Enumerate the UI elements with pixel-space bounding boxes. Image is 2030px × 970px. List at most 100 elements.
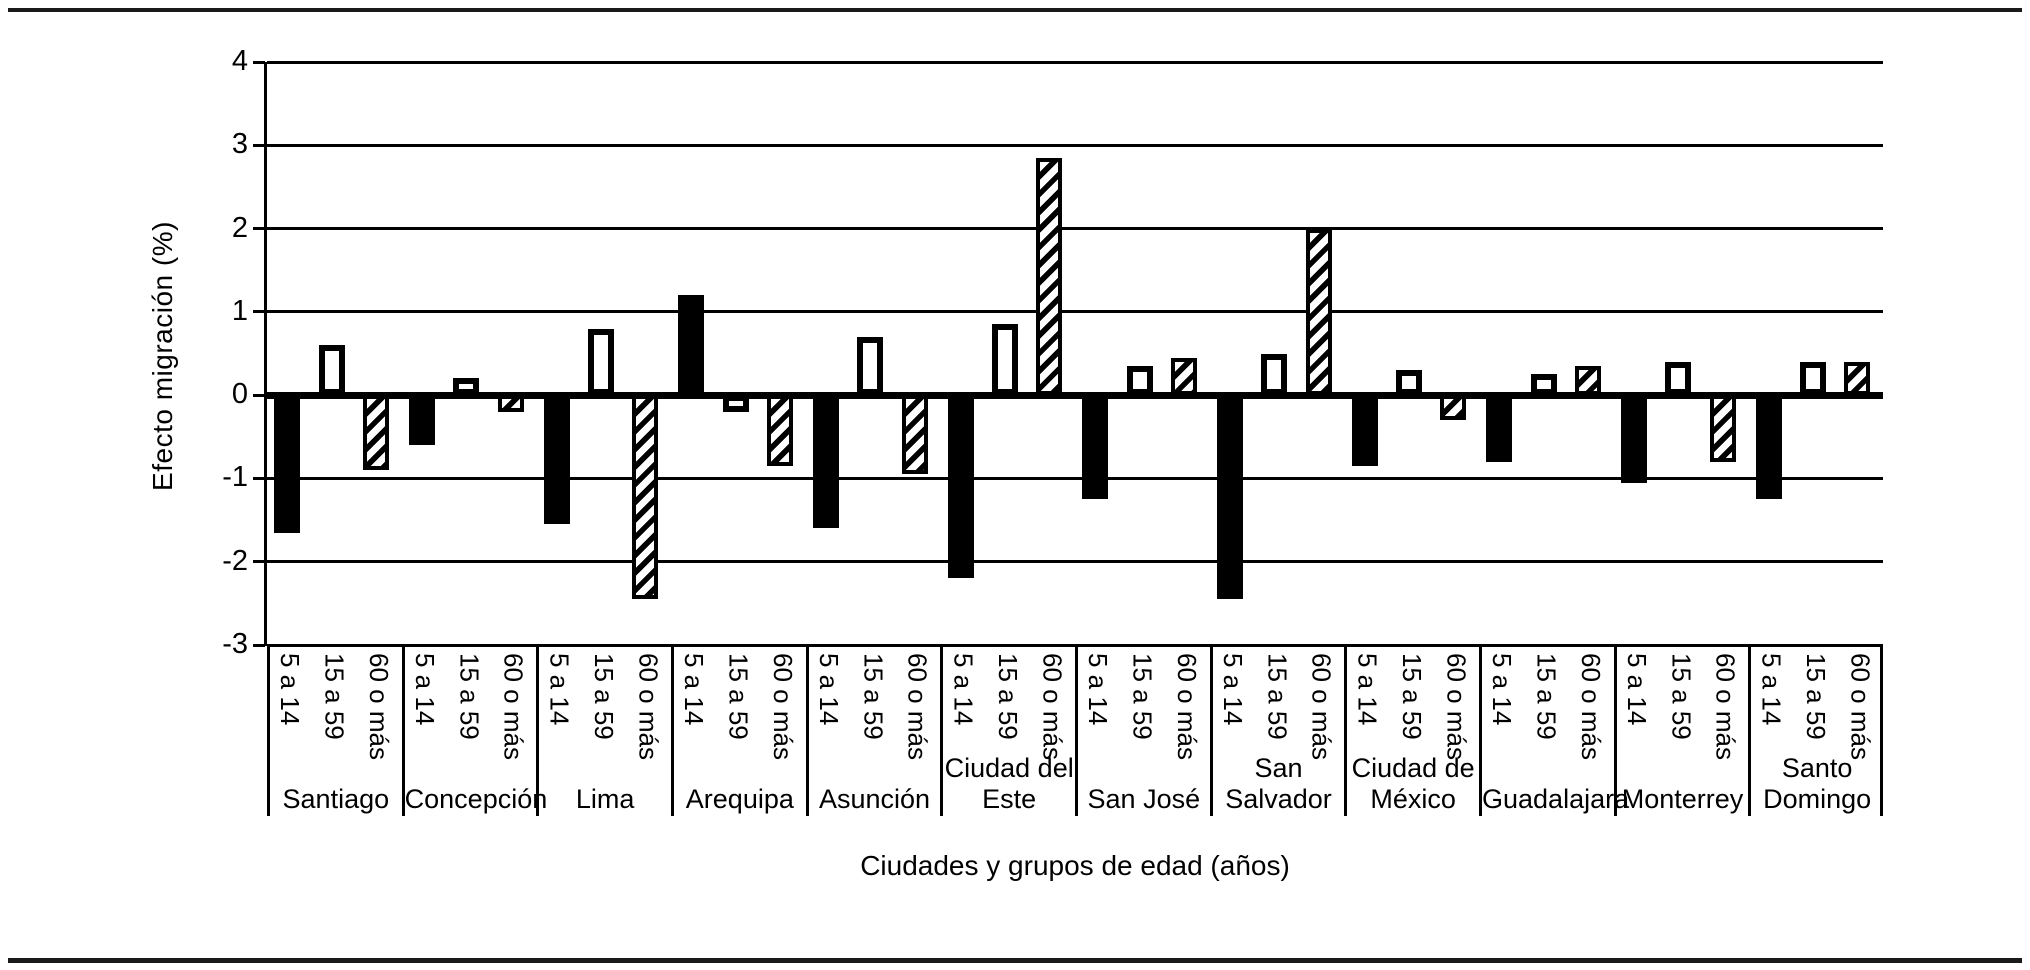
age-group-label: 60 o más: [1306, 653, 1337, 760]
figure-bottom-rule: [8, 958, 2022, 963]
age-group-label: 60 o más: [1172, 653, 1203, 760]
city-section-ciudad-de-mexico: 5 a 14 15 a 59 60 o más Ciudad de México: [1344, 646, 1479, 816]
city-name-label: Asunción: [818, 783, 931, 814]
city-name-label: Ciudad del Este: [944, 753, 1074, 814]
bar-ciudad-del-este-15-a-59: [991, 324, 1018, 396]
figure-top-rule: [8, 8, 2022, 12]
bar-lima-5-a-14: [543, 395, 570, 525]
bar-arequipa-5-a-14: [678, 295, 705, 396]
label-table-right-border: [1880, 646, 1883, 816]
y-axis-tick: [253, 560, 265, 564]
city-name-label: Santo Domingo: [1763, 753, 1872, 814]
age-group-label: 5 a 14: [813, 653, 844, 726]
city-name-label: Guadalajara: [1482, 783, 1630, 814]
gridline-y-1: [267, 310, 1883, 314]
age-group-label: 60 o más: [1441, 653, 1472, 760]
city-section-guadalajara: 5 a 14 15 a 59 60 o más Guadalajara: [1479, 646, 1630, 816]
age-group-label: 5 a 14: [1083, 653, 1114, 726]
gridline-y--2: [267, 560, 1883, 564]
age-group-label: 15 a 59: [1531, 653, 1562, 740]
y-tick-label--1: -1: [222, 461, 248, 494]
y-tick-label--2: -2: [222, 544, 248, 577]
bar-guadalajara-5-a-14: [1486, 395, 1513, 462]
age-group-label: 60 o más: [633, 653, 664, 760]
bar-guadalajara-60-o-mas: [1575, 365, 1602, 396]
bar-asuncion-60-o-mas: [901, 395, 928, 475]
bar-monterrey-60-o-mas: [1709, 395, 1736, 462]
city-section-san-jose: 5 a 14 15 a 59 60 o más San José: [1075, 646, 1210, 816]
x-axis-title: Ciudades y grupos de edad (años): [860, 850, 1290, 881]
age-group-label: 60 o más: [1576, 653, 1607, 760]
bar-ciudad-del-este-5-a-14: [947, 395, 974, 579]
city-section-santo-domingo: 5 a 14 15 a 59 60 o más Santo Domingo: [1748, 646, 1883, 816]
bar-santo-domingo-15-a-59: [1799, 361, 1826, 396]
bar-asuncion-5-a-14: [812, 395, 839, 529]
city-section-asuncion: 5 a 14 15 a 59 60 o más Asunción: [805, 646, 941, 816]
city-name-label: Santiago: [282, 783, 390, 814]
bar-arequipa-60-o-mas: [767, 395, 794, 466]
city-section-san-salvador: 5 a 14 15 a 59 60 o más San Salvador: [1209, 646, 1345, 816]
bar-san-jose-60-o-mas: [1171, 357, 1198, 396]
bar-asuncion-15-a-59: [857, 336, 884, 396]
city-name-label: San José: [1087, 783, 1201, 814]
bar-san-jose-15-a-59: [1126, 365, 1153, 396]
bar-santiago-5-a-14: [274, 395, 301, 533]
city-name-label: Ciudad de México: [1351, 753, 1475, 814]
city-section-ciudad-del-este: 5 a 14 15 a 59 60 o más Ciudad del Este: [940, 646, 1075, 816]
y-axis-tick: [253, 476, 265, 480]
age-group-label: 60 o más: [902, 653, 933, 760]
bar-san-salvador-60-o-mas: [1305, 228, 1332, 396]
age-group-label: 60 o más: [1845, 653, 1876, 760]
age-group-label: 15 a 59: [723, 653, 754, 740]
age-group-label: 15 a 59: [1666, 653, 1697, 740]
gridline-y--1: [267, 476, 1883, 480]
age-group-label: 15 a 59: [454, 653, 485, 740]
y-axis-line: [264, 62, 267, 646]
city-name-label: Arequipa: [685, 783, 794, 814]
bar-santo-domingo-60-o-mas: [1844, 361, 1871, 396]
y-axis-tick: [253, 60, 265, 64]
city-section-arequipa: 5 a 14 15 a 59 60 o más Arequipa: [671, 646, 806, 816]
bar-concepcion-5-a-14: [408, 395, 435, 446]
bar-monterrey-15-a-59: [1665, 361, 1692, 396]
gridline-y-4: [267, 60, 1883, 64]
y-tick-label-3: 3: [231, 128, 248, 161]
age-group-label: 15 a 59: [1127, 653, 1158, 740]
age-group-label: 60 o más: [364, 653, 395, 760]
age-group-label: 15 a 59: [588, 653, 619, 740]
y-axis-tick: [253, 393, 265, 397]
bar-san-jose-5-a-14: [1082, 395, 1109, 500]
age-group-label: 60 o más: [1037, 653, 1068, 760]
bar-san-salvador-5-a-14: [1216, 395, 1243, 600]
city-name-label: Monterrey: [1621, 783, 1744, 814]
age-group-label: 5 a 14: [544, 653, 575, 726]
city-section-monterrey: 5 a 14 15 a 59 60 o más Monterrey: [1613, 646, 1749, 816]
city-section-santiago: 5 a 14 15 a 59 60 o más Santiago: [267, 646, 402, 816]
y-tick-label-2: 2: [231, 211, 248, 244]
age-group-label: 60 o más: [498, 653, 529, 760]
bar-ciudad-del-este-60-o-mas: [1036, 157, 1063, 396]
age-group-label: 5 a 14: [679, 653, 710, 726]
gridline-y--3: [267, 643, 1883, 647]
city-name-label: San Salvador: [1225, 753, 1332, 814]
gridline-y-3: [267, 143, 1883, 147]
y-axis-tick: [253, 643, 265, 647]
city-section-lima: 5 a 14 15 a 59 60 o más Lima: [536, 646, 671, 816]
y-tick-label-0: 0: [231, 378, 248, 411]
age-group-label: 15 a 59: [1396, 653, 1427, 740]
bar-ciudad-de-mexico-5-a-14: [1351, 395, 1378, 466]
y-axis-tick: [253, 227, 265, 231]
age-group-label: 5 a 14: [1756, 653, 1787, 726]
age-group-label: 15 a 59: [858, 653, 889, 740]
y-axis-tick: [253, 143, 265, 147]
age-group-label: 15 a 59: [1262, 653, 1293, 740]
age-group-label: 5 a 14: [1621, 653, 1652, 726]
y-tick-label-4: 4: [231, 44, 248, 77]
age-group-label: 60 o más: [1710, 653, 1741, 760]
bar-monterrey-5-a-14: [1620, 395, 1647, 483]
age-group-label: 5 a 14: [409, 653, 440, 726]
bar-santiago-15-a-59: [318, 345, 345, 396]
y-tick-label-1: 1: [231, 294, 248, 327]
bar-san-salvador-15-a-59: [1261, 353, 1288, 396]
